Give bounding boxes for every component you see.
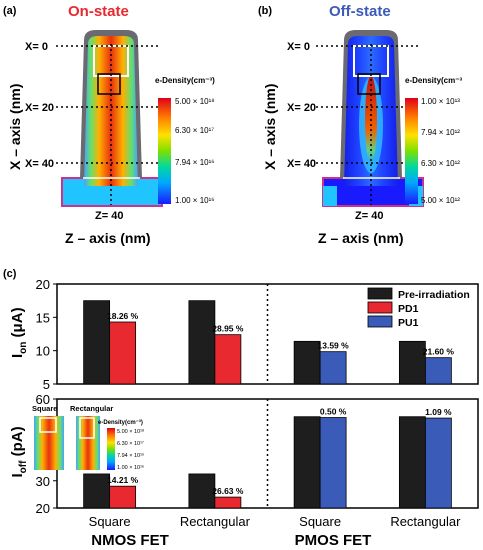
panel-a-z-axis-title: Z – axis (nm) <box>65 230 151 246</box>
ioff-inset: Square Rectangular e-Density(cm⁻³) 5.00 … <box>32 404 144 471</box>
panel-b-tick-x40: X= 40 <box>287 158 316 170</box>
panel-b-state-title: Off-state <box>329 3 391 20</box>
bar-pu1-0-2 <box>319 351 347 385</box>
ytick-label-1-4: 60 <box>36 392 50 407</box>
panel-a-colorbar <box>158 98 171 204</box>
bar-pre-1-1 <box>188 473 216 509</box>
ytick-label-0-1: 10 <box>36 344 50 359</box>
bar-annotation-1-2: 0.50 % <box>320 407 347 417</box>
bar-pu1-1-2 <box>319 417 347 509</box>
inset-colorbar-title: e-Density(cm⁻³) <box>98 419 143 426</box>
panel-a: (a) On-state X – axis (nm) X= 0 X= 20 X=… <box>3 3 215 246</box>
bar-pre-0-1 <box>188 300 216 385</box>
inset-colorbar <box>107 428 115 470</box>
panel-a-z-label: Z= 40 <box>95 210 123 222</box>
legend-label-1: PD1 <box>398 303 419 315</box>
ytick-label-0-0: 5 <box>43 377 50 392</box>
panel-b-tick-x0: X= 0 <box>287 41 310 53</box>
inset-cbar-tick-1: 6.30 × 10¹⁷ <box>117 440 144 447</box>
panel-a-cbar-tick-0: 5.00 × 10¹⁸ <box>175 97 215 106</box>
inset-cbar-tick-3: 1.00 × 10¹⁶ <box>117 464 144 471</box>
panel-a-x-axis-title: X – axis (nm) <box>7 84 23 170</box>
bar-pd1-0-0 <box>109 321 137 385</box>
bar-pd1-1-0 <box>109 485 137 509</box>
bar-pd1-0-1 <box>214 334 242 385</box>
group-label-pmos: PMOS FET <box>295 532 372 549</box>
ion-chart: 5 10 15 20 Ion (μA) 18.26 % 28.95 % 13.59 % 21.6… <box>9 277 479 392</box>
panel-b-x-axis-title: X – axis (nm) <box>262 84 278 170</box>
bar-pu1-1-3 <box>424 417 452 509</box>
bar-annotation-1-3: 1.09 % <box>425 407 452 417</box>
group-label-nmos: NMOS FET <box>91 532 169 549</box>
xtick-label-0: Square <box>89 514 131 529</box>
bar-pu1-0-3 <box>424 357 452 385</box>
bar-pre-1-0 <box>83 473 111 509</box>
legend-swatch-0 <box>367 287 393 300</box>
panel-b-cbar-tick-2: 6.30 × 10¹² <box>421 159 460 168</box>
panel-a-tick-x20: X= 20 <box>25 102 54 114</box>
panel-a-cbar-tick-1: 6.30 × 10¹⁷ <box>175 126 214 135</box>
legend-label-0: Pre-irradiation <box>398 289 470 301</box>
ytick-label-1-1: 30 <box>36 474 50 489</box>
panel-a-cbar-tick-3: 1.00 × 10¹⁶ <box>175 196 215 205</box>
ytick-label-0-3: 20 <box>36 277 50 292</box>
panel-a-colorbar-title: e-Density(cm⁻³) <box>155 76 215 85</box>
inset-cbar-tick-0: 5.00 × 10¹⁸ <box>117 428 144 435</box>
xtick-label-3: Rectangular <box>390 514 461 529</box>
panel-b: (b) Off-state X – axis (nm) X= 0 X= 20 X… <box>258 3 462 246</box>
panel-b-z-label: Z= 40 <box>355 210 383 222</box>
bar-pre-0-2 <box>293 340 321 385</box>
ytick-label-0-2: 15 <box>36 310 50 325</box>
panel-a-state-title: On-state <box>68 3 129 20</box>
inset-label-rectangular: Rectangular <box>70 404 113 413</box>
panel-b-label: (b) <box>258 5 272 17</box>
legend-label-2: PU1 <box>398 317 419 329</box>
panel-b-tick-x20: X= 20 <box>287 102 316 114</box>
y-axis-title-1: Ioff (pA) <box>9 426 29 477</box>
y-axis-title-0: Ion (μA) <box>9 307 29 358</box>
ytick-label-1-0: 20 <box>36 501 50 516</box>
bar-annotation-1-1: 26.63 % <box>212 486 244 496</box>
panel-a-cbar-tick-2: 7.94 × 10¹⁶ <box>175 158 215 167</box>
inset-square-map <box>34 416 64 470</box>
xtick-label-1: Rectangular <box>180 514 251 529</box>
bar-pd1-1-1 <box>214 496 242 509</box>
bar-annotation-1-0: 14.21 % <box>107 475 139 485</box>
xtick-label-2: Square <box>299 514 341 529</box>
inset-cbar-tick-2: 7.94 × 10¹⁶ <box>117 452 144 459</box>
bar-annotation-0-3: 21.60 % <box>423 347 455 357</box>
panel-c-label: (c) <box>3 268 17 280</box>
bar-annotation-0-2: 13.59 % <box>318 341 350 351</box>
bar-pre-0-3 <box>398 340 426 385</box>
panel-b-cbar-tick-0: 1.00 × 10¹³ <box>421 97 460 106</box>
panel-a-device-map <box>61 30 163 207</box>
panel-a-label: (a) <box>3 5 17 17</box>
bar-annotation-0-0: 18.26 % <box>107 311 139 321</box>
panel-b-cbar-tick-1: 7.94 × 10¹² <box>421 128 460 137</box>
bar-annotation-0-1: 28.95 % <box>212 324 244 334</box>
panel-b-z-axis-title: Z – axis (nm) <box>318 230 404 246</box>
bar-pre-1-3 <box>398 416 426 509</box>
panel-b-colorbar <box>405 98 418 204</box>
panel-a-tick-x40: X= 40 <box>25 158 54 170</box>
legend-swatch-1 <box>367 301 393 314</box>
legend-swatch-2 <box>367 315 393 328</box>
bar-pre-0-0 <box>83 300 111 385</box>
panel-b-colorbar-title: e-Density(cm⁻³ <box>405 76 462 85</box>
bar-pre-1-2 <box>293 416 321 509</box>
panel-b-cbar-tick-3: 5.00 × 10¹² <box>421 196 460 205</box>
inset-label-square: Square <box>32 404 57 413</box>
panel-a-tick-x0: X= 0 <box>25 41 48 53</box>
